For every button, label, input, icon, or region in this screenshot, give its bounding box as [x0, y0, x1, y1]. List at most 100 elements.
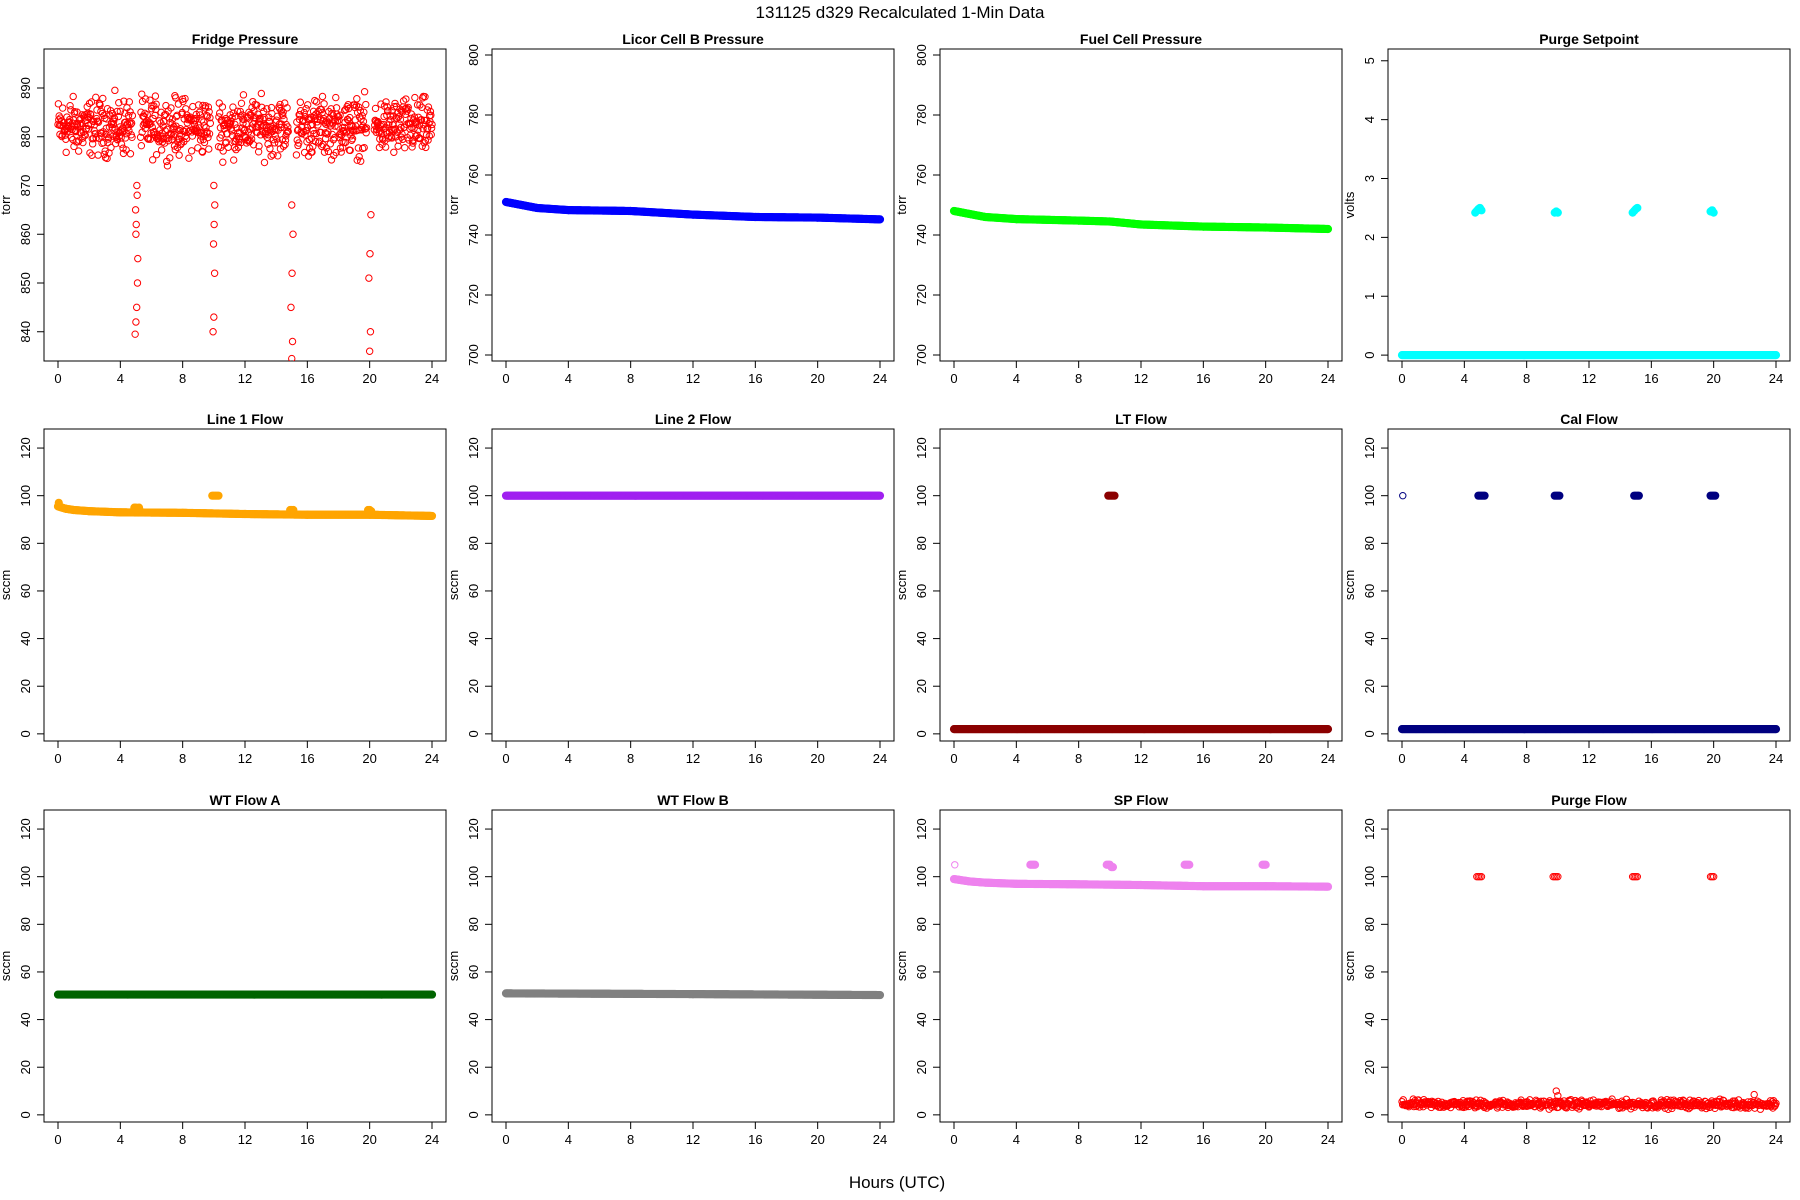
data-point: [131, 330, 139, 338]
data-point: [399, 97, 408, 105]
data-point: [131, 206, 140, 214]
data-point: [281, 99, 289, 107]
x-tick-label: 0: [1398, 371, 1405, 386]
x-tick-label: 0: [1398, 751, 1405, 766]
data-point: [236, 107, 245, 116]
x-tick-label: 20: [1258, 371, 1272, 386]
data-point: [132, 230, 140, 238]
data-point: [263, 105, 271, 113]
data-points: [53, 491, 437, 521]
data-point: [115, 99, 123, 107]
data-point: [99, 94, 107, 103]
x-tick-label: 20: [810, 371, 824, 386]
y-tick-label: 60: [466, 965, 481, 979]
data-point: [125, 98, 133, 106]
x-tick-label: 24: [1769, 751, 1783, 766]
data-point: [1480, 491, 1489, 500]
y-tick-label: 4: [1362, 116, 1377, 123]
y-tick-label: 120: [18, 818, 33, 840]
y-tick-label: 40: [18, 631, 33, 645]
data-point: [321, 134, 330, 143]
x-tick-label: 16: [748, 1132, 762, 1147]
plot-box: [43, 809, 447, 1123]
y-tick-label: 120: [466, 437, 481, 459]
y-tick-label: 100: [1362, 485, 1377, 507]
data-point: [222, 138, 231, 146]
x-tick-label: 24: [1321, 751, 1335, 766]
y-tick-label: 80: [18, 917, 33, 931]
data-point: [317, 106, 326, 114]
y-tick-label: 120: [466, 818, 481, 840]
x-tick-label: 4: [117, 1132, 124, 1147]
y-tick-label: 800: [466, 44, 481, 66]
data-point: [128, 111, 137, 120]
data-point: [1633, 203, 1642, 213]
data-point: [60, 118, 68, 127]
data-point: [360, 108, 368, 116]
y-tick-label: 80: [914, 917, 929, 931]
data-point: [274, 152, 282, 160]
y-tick-label: 80: [914, 536, 929, 550]
data-point: [257, 89, 266, 98]
data-points: [53, 990, 437, 999]
data-point: [231, 120, 239, 129]
data-point: [261, 131, 269, 139]
data-point: [121, 134, 130, 142]
data-point: [69, 92, 77, 101]
data-point: [133, 181, 141, 190]
y-tick-label: 80: [466, 536, 481, 550]
x-tick-label: 12: [686, 371, 700, 386]
data-point: [54, 498, 63, 507]
data-point: [361, 125, 370, 133]
data-point: [132, 220, 140, 229]
data-point: [414, 126, 422, 134]
x-tick-label: 12: [238, 751, 252, 766]
data-points: [949, 860, 1333, 891]
data-point: [211, 201, 219, 209]
y-axis-label: sccm: [894, 570, 909, 600]
data-point: [94, 117, 102, 126]
y-axis-label: sccm: [446, 951, 461, 981]
data-point: [362, 128, 370, 137]
data-point: [266, 144, 274, 153]
x-tick-label: 4: [1013, 371, 1020, 386]
data-point: [416, 134, 425, 143]
data-point: [875, 215, 885, 224]
data-point: [306, 113, 315, 122]
panel-title: Licor Cell B Pressure: [622, 31, 764, 47]
x-tick-label: 8: [1523, 751, 1530, 766]
data-points: [949, 206, 1333, 234]
x-tick-label: 8: [179, 1132, 186, 1147]
data-point: [62, 148, 70, 157]
y-tick-label: 80: [18, 536, 33, 550]
data-point: [289, 230, 297, 238]
data-point: [300, 108, 308, 117]
y-tick-label: 60: [914, 584, 929, 598]
data-point: [321, 119, 329, 127]
data-point: [336, 111, 344, 119]
data-point: [385, 121, 393, 129]
data-point: [1771, 724, 1781, 734]
data-point: [138, 90, 146, 98]
y-tick-label: 20: [18, 1060, 33, 1074]
data-point: [141, 95, 150, 103]
y-axis-label: torr: [446, 195, 461, 215]
x-tick-label: 12: [1134, 751, 1148, 766]
data-points: [1397, 491, 1781, 734]
y-tick-label: 40: [466, 631, 481, 645]
x-tick-label: 8: [1075, 1132, 1082, 1147]
data-point: [281, 136, 290, 145]
x-tick-label: 12: [1134, 1132, 1148, 1147]
data-point: [85, 99, 94, 108]
data-point: [281, 140, 289, 149]
x-tick-label: 12: [238, 1132, 252, 1147]
x-tick-label: 20: [362, 371, 376, 386]
data-point: [355, 103, 363, 111]
x-tick-label: 24: [1321, 371, 1335, 386]
data-point: [132, 303, 141, 312]
data-point: [206, 119, 215, 127]
data-point: [205, 145, 213, 153]
data-point: [209, 328, 217, 336]
